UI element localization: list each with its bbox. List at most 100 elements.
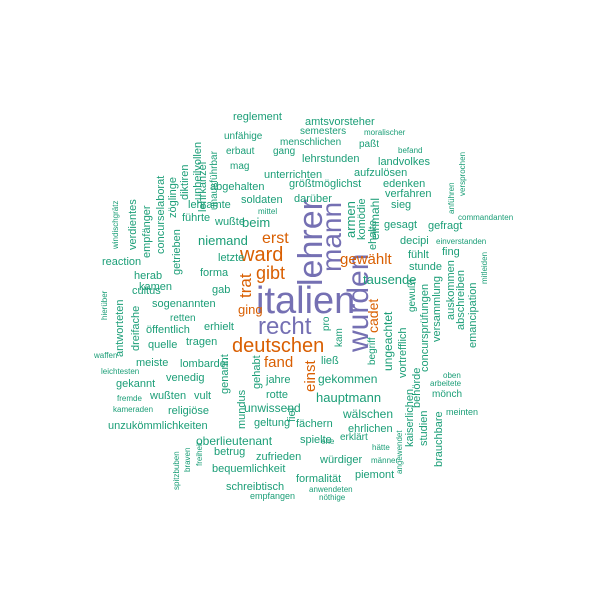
word-cloud-word: brauchbare <box>433 411 445 467</box>
word-cloud-word: formalität <box>296 473 342 485</box>
word-cloud-word: zufrieden <box>256 451 302 463</box>
word-cloud-word: gefragt <box>428 220 463 232</box>
word-cloud-word: geltung <box>254 417 291 429</box>
word-cloud-word: fiel <box>286 407 298 422</box>
word-cloud-word: diktiren <box>179 164 191 200</box>
word-cloud-word: unzukömmlichkeiten <box>108 420 208 432</box>
word-cloud-word: mitleiden <box>480 251 489 284</box>
word-cloud-word: abschreiben <box>455 270 467 330</box>
word-cloud-word: tragen <box>186 336 218 348</box>
word-cloud-word: anführen <box>447 182 456 214</box>
word-cloud-word: sieg <box>391 199 412 211</box>
word-cloud-word: kam <box>334 328 345 347</box>
word-cloud-word: recht <box>258 313 312 340</box>
word-cloud-word: kaiserlichen <box>404 388 416 447</box>
word-cloud-word: schreibtisch <box>226 481 285 493</box>
word-cloud-word: lehrstunden <box>302 153 360 165</box>
word-cloud-word: gab <box>212 284 231 296</box>
word-cloud-word: fühlt <box>408 249 429 261</box>
word-cloud-word: ehe <box>321 437 335 446</box>
word-cloud-word: jahre <box>266 374 291 386</box>
word-cloud-word: lehrkanzel <box>197 161 209 212</box>
word-cloud-word: männer <box>371 456 399 465</box>
word-cloud-word: verdientes <box>127 199 139 250</box>
word-cloud-word: oberlieutenant <box>196 434 273 448</box>
word-cloud-word: emancipation <box>467 282 479 348</box>
word-cloud-word: größtmöglichst <box>289 178 362 190</box>
word-cloud-word: antworteten <box>114 299 126 357</box>
word-cloud-word: leichtesten <box>101 367 140 376</box>
word-cloud-word: edenken <box>383 178 426 190</box>
word-cloud-word: pro <box>321 316 332 331</box>
word-cloud-word: versammlung <box>431 275 443 342</box>
word-cloud-word: paßt <box>359 139 380 150</box>
word-cloud-word: gekannt <box>116 378 156 390</box>
word-cloud-word: sogenannten <box>152 298 216 310</box>
word-cloud-word: arbeitete <box>430 379 462 388</box>
word-cloud-word: ungeachtet <box>381 311 395 371</box>
word-cloud-word: concursprüfungen <box>419 283 431 372</box>
word-cloud-word: gewählt <box>340 251 392 268</box>
word-cloud-word: ließ <box>321 355 339 367</box>
word-cloud-word: erst <box>262 230 289 247</box>
word-cloud-word: kamen <box>139 281 173 293</box>
word-cloud-word: erhielt <box>204 321 234 333</box>
word-cloud-word: mundus <box>236 389 248 429</box>
word-cloud-word: gang <box>273 146 296 157</box>
word-cloud-word: rotte <box>266 389 289 401</box>
word-cloud-word: mag <box>230 161 250 172</box>
word-cloud-word: unwissend <box>244 401 301 415</box>
word-cloud-word: trat <box>236 273 255 298</box>
word-cloud-word: begriff <box>367 337 378 365</box>
word-cloud-word: erbaut <box>226 146 255 157</box>
word-cloud-word: hätte <box>372 443 390 452</box>
word-cloud-word: gehabt <box>251 355 263 389</box>
word-cloud-word: einst <box>302 360 319 392</box>
word-cloud-word: fremde <box>117 394 142 403</box>
word-cloud-word: religiöse <box>168 405 209 417</box>
word-cloud-word: semesters <box>300 126 347 137</box>
word-cloud-word: meinten <box>446 407 479 417</box>
word-cloud-word: moralischer <box>364 128 406 137</box>
word-cloud-word: unterrichten <box>264 169 323 181</box>
word-cloud-word: wußten <box>150 390 187 402</box>
word-cloud-word: hauptmann <box>316 390 382 405</box>
word-cloud-word: mönch <box>432 389 463 400</box>
word-cloud-word: vortrefflich <box>397 327 409 378</box>
word-cloud-word: italien <box>256 280 356 322</box>
word-cloud-word: ging <box>238 302 263 317</box>
word-cloud-word: ehalte <box>367 220 379 250</box>
word-cloud-word: letzte <box>218 252 245 264</box>
word-cloud-word: genannt <box>219 354 231 394</box>
word-cloud-word: reglement <box>233 111 282 123</box>
word-cloud-word: landvolkes <box>378 156 430 168</box>
word-cloud-word: oben <box>443 371 461 380</box>
word-cloud-word: unausführbar <box>209 151 220 210</box>
word-cloud-word: venedig <box>166 372 205 384</box>
word-cloud-word: fächern <box>296 418 333 430</box>
word-cloud-word: menschlichen <box>280 137 342 148</box>
word-cloud-word: unfähige <box>224 131 263 142</box>
word-cloud-word: verfahren <box>385 188 432 200</box>
word-cloud-word: commandanten <box>458 213 514 222</box>
word-cloud-word: fing <box>442 246 460 258</box>
word-cloud-word: waffen <box>94 351 118 360</box>
word-cloud-word: zöglinge <box>167 177 179 218</box>
word-cloud-word: öffentlich <box>146 324 190 336</box>
word-cloud-word: darüber <box>294 193 332 205</box>
word-cloud-word: aufzulösen <box>354 167 408 179</box>
word-cloud-word: cultus <box>132 285 161 297</box>
word-cloud-word: angewendet <box>395 430 404 474</box>
word-cloud-word: gekommen <box>318 372 378 386</box>
word-cloud-word: spitzbuben <box>172 451 181 490</box>
word-cloud-word: abgehalten <box>210 181 265 193</box>
word-cloud-word: amtsvorsteher <box>305 116 375 128</box>
word-cloud-word: lehramte <box>188 199 231 211</box>
word-cloud-word: wußte <box>215 216 245 228</box>
word-cloud-word: lombardei <box>180 358 229 370</box>
word-cloud-word: betrug <box>214 446 246 458</box>
word-cloud-word: deutschen <box>232 335 325 357</box>
word-cloud-word: freiheit <box>195 441 204 466</box>
word-cloud-word: mittel <box>258 207 278 216</box>
